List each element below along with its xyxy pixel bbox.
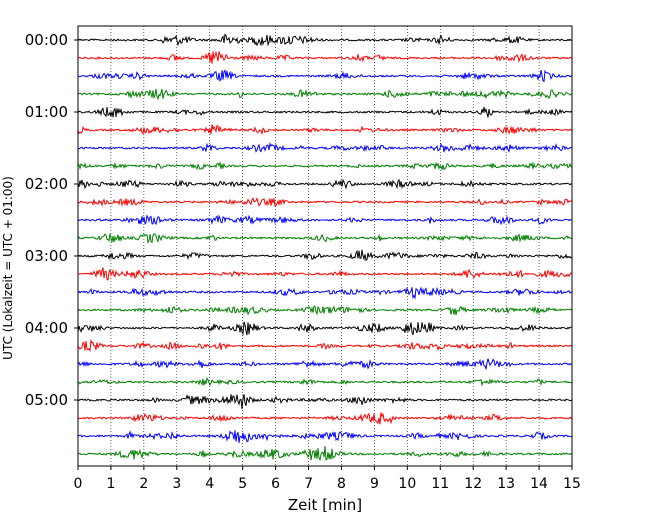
trace-row-2 [77,69,573,83]
x-tick-label: 4 [205,476,214,492]
trace-row-15 [77,305,573,316]
y-tick-label: 04:00 [25,319,68,337]
trace-row-11 [77,233,573,245]
trace-row-10 [77,214,573,226]
trace-row-7 [77,161,573,171]
trace-row-8 [77,178,573,190]
trace-row-14 [77,286,573,300]
trace-row-20 [77,393,573,409]
trace-row-0 [77,33,573,47]
trace-row-16 [77,321,573,336]
trace-row-17 [77,338,573,353]
vertical-grid [110,26,540,466]
y-tick-label: 02:00 [25,175,68,193]
x-tick-label: 2 [139,476,148,492]
x-tick-label: 7 [304,476,313,492]
x-axis: 0 1 2 3 4 5 6 7 8 9 10 11 12 13 14 15 [74,466,581,492]
x-tick-label: 14 [530,476,548,492]
trace-row-3 [77,88,573,101]
x-tick-label: 15 [563,476,581,492]
x-tick-label: 13 [497,476,515,492]
trace-row-23 [77,446,573,462]
x-tick-label: 1 [106,476,115,492]
trace-row-12 [77,249,573,262]
trace-row-4 [77,107,573,118]
x-tick-label: 6 [271,476,280,492]
trace-group [77,33,573,462]
x-tick-label: 0 [74,476,83,492]
trace-row-6 [77,141,573,153]
x-tick-label: 11 [431,476,449,492]
trace-row-21 [77,412,573,425]
trace-row-1 [77,50,573,64]
plot-frame [77,25,573,467]
trace-row-19 [77,377,573,387]
trace-row-18 [77,358,573,370]
y-axis: 00:00 01:00 02:00 03:00 04:00 05:00 [25,31,78,409]
x-tick-label: 3 [172,476,181,492]
x-tick-label: 12 [464,476,482,492]
y-axis-label: UTC (Lokalzeit = UTC + 01:00) [1,176,15,360]
y-tick-label: 00:00 [25,31,68,49]
trace-row-13 [77,267,573,281]
trace-row-5 [77,124,573,136]
y-tick-label: 05:00 [25,391,68,409]
x-axis-label: Zeit [min] [288,496,362,514]
y-tick-label: 03:00 [25,247,68,265]
x-tick-label: 8 [337,476,346,492]
y-tick-label: 01:00 [25,103,68,121]
trace-row-9 [77,196,573,207]
trace-row-22 [77,430,573,443]
x-tick-label: 9 [370,476,379,492]
x-tick-label: 10 [398,476,416,492]
x-tick-label: 5 [238,476,247,492]
